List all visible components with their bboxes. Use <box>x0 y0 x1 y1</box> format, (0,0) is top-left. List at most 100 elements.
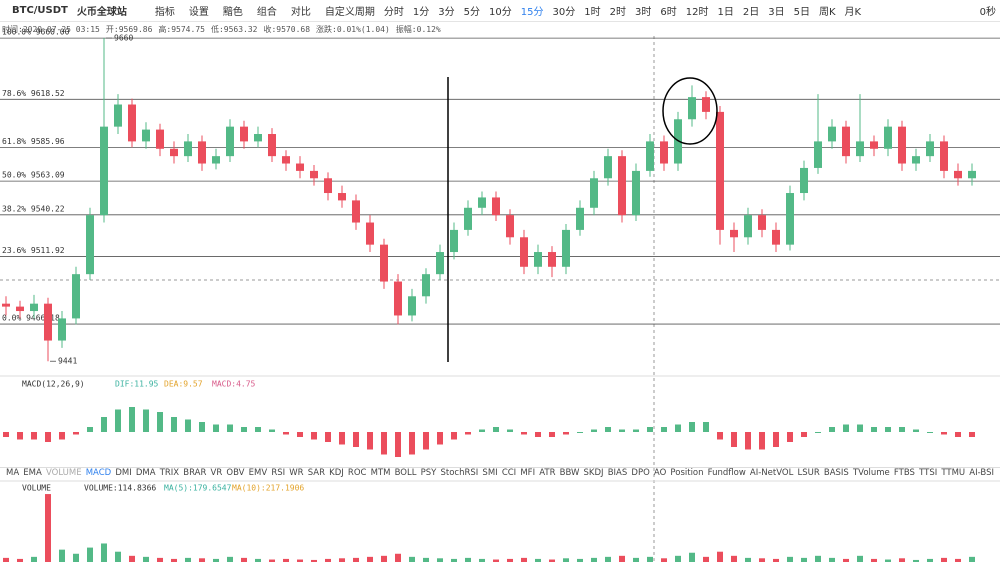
toolbar-button[interactable]: 对比 <box>290 7 311 18</box>
volume-bar <box>507 558 513 562</box>
period[interactable]: 3时 <box>634 7 652 18</box>
indicator-tab[interactable]: ROC <box>347 468 367 478</box>
candle-body <box>58 318 66 341</box>
indicator-tab[interactable]: MA <box>6 468 20 478</box>
candle-body <box>226 126 234 157</box>
volume-bar <box>199 558 205 562</box>
indicator-tab[interactable]: FTBS <box>893 468 915 478</box>
period[interactable]: 月K <box>844 7 862 18</box>
volume-header: MA(10):217.1906 <box>232 484 304 493</box>
indicator-tab[interactable]: AI-NetVOL <box>749 468 794 478</box>
macd-bar <box>787 432 793 442</box>
toolbar-button[interactable]: 黯色 <box>222 7 243 18</box>
macd-bar <box>367 432 373 450</box>
volume-bar <box>563 558 569 562</box>
period[interactable]: 3分 <box>438 7 455 18</box>
macd-bar <box>955 432 961 437</box>
indicator-tab[interactable]: MFI <box>520 468 536 478</box>
period[interactable]: 周K <box>818 7 836 18</box>
volume-bar <box>885 559 891 562</box>
indicator-tab[interactable]: TVolume <box>852 468 890 478</box>
indicator-tab[interactable]: DMA <box>135 468 156 478</box>
indicator-tab[interactable]: BASIS <box>823 468 849 478</box>
indicator-tab[interactable]: SAR <box>307 468 325 478</box>
annotation-circle <box>662 77 718 145</box>
indicator-tab[interactable]: SKDJ <box>583 468 604 478</box>
indicator-tab[interactable]: MACD <box>85 468 112 478</box>
indicator-tab[interactable]: LSUR <box>797 468 820 478</box>
toolbar-button[interactable]: 组合 <box>256 7 277 18</box>
candle-body <box>912 156 920 164</box>
indicator-tab[interactable]: ATR <box>539 468 556 478</box>
period[interactable]: 12时 <box>685 7 709 18</box>
indicator-tab[interactable]: Fundflow <box>707 468 746 478</box>
fib-label: 50.0% 9563.09 <box>2 171 65 180</box>
volume-bar <box>969 556 975 562</box>
period[interactable]: 2日 <box>742 7 760 18</box>
volume-bar <box>577 558 583 562</box>
period[interactable]: 1分 <box>412 7 430 18</box>
indicator-tab[interactable]: EMA <box>23 468 42 478</box>
period[interactable]: 2时 <box>609 7 626 18</box>
indicator-tab[interactable]: TRIX <box>159 468 180 478</box>
period[interactable]: 6时 <box>660 7 677 18</box>
toolbar-button[interactable]: 指标 <box>154 7 175 18</box>
volume-bar <box>647 556 653 562</box>
period[interactable]: 1时 <box>584 7 601 18</box>
volume-bar <box>171 558 177 562</box>
indicator-tab[interactable]: VOLUME <box>45 468 82 478</box>
volume-bar <box>311 559 317 562</box>
volume-bar <box>675 555 681 562</box>
indicator-tab[interactable]: DPO <box>631 468 650 478</box>
indicator-tab[interactable]: MTM <box>370 468 391 478</box>
volume-bar <box>325 558 331 562</box>
indicator-tab[interactable]: BIAS <box>607 468 628 478</box>
toolbar-button[interactable]: 设置 <box>188 7 209 18</box>
indicator-tab[interactable]: TTSI <box>919 468 938 478</box>
volume-bar <box>115 551 121 562</box>
indicator-tab[interactable]: StochRSI <box>440 468 479 478</box>
period[interactable]: 15分 <box>520 7 544 18</box>
period[interactable]: 30分 <box>552 7 576 18</box>
macd-header: DEA:9.57 <box>164 380 203 389</box>
indicator-tab[interactable]: Position <box>670 468 704 478</box>
candle-body <box>786 193 794 245</box>
macd-bar <box>647 427 653 432</box>
fib-label: 23.6% 9511.92 <box>2 246 65 255</box>
period[interactable]: 分时 <box>383 7 404 18</box>
indicator-tab[interactable]: PSY <box>420 468 437 478</box>
indicator-tab[interactable]: VR <box>210 468 223 478</box>
indicator-tab[interactable]: SMI <box>482 468 498 478</box>
volume-bar <box>605 556 611 562</box>
volume-bar <box>3 557 9 562</box>
indicator-tab[interactable]: EMV <box>248 468 268 478</box>
indicator-tab[interactable]: RSI <box>271 468 286 478</box>
indicator-tab[interactable]: CCI <box>501 468 517 478</box>
candle-body <box>520 237 528 267</box>
indicator-tab[interactable]: KDJ <box>329 468 344 478</box>
indicator-tab[interactable]: OBV <box>226 468 245 478</box>
period[interactable]: 5日 <box>793 7 810 18</box>
candle-body <box>842 126 850 157</box>
candle-body <box>562 229 570 267</box>
macd-bar <box>17 432 23 440</box>
volume-bar <box>45 494 51 562</box>
custom-period[interactable]: 自定义周期 <box>324 7 375 18</box>
macd-bar <box>101 417 107 432</box>
candle-body <box>926 141 934 157</box>
symbol[interactable]: BTC/USDT <box>12 5 68 16</box>
indicator-tab[interactable]: BBW <box>559 468 580 478</box>
indicator-tab[interactable]: BOLL <box>394 468 417 478</box>
indicator-tab[interactable]: DMI <box>115 468 132 478</box>
indicator-tab[interactable]: WR <box>289 468 304 478</box>
period[interactable]: 1日 <box>717 7 734 18</box>
period[interactable]: 10分 <box>489 7 512 18</box>
indicator-tab[interactable]: BRAR <box>183 468 207 478</box>
candle-body <box>800 167 808 194</box>
period[interactable]: 3日 <box>768 7 785 18</box>
indicator-tab[interactable]: AI-BSI <box>969 468 994 478</box>
macd-bar <box>843 424 849 432</box>
period[interactable]: 5分 <box>463 7 481 18</box>
indicator-tab[interactable]: TTMU <box>941 468 966 478</box>
indicator-tab[interactable]: AO <box>653 468 667 478</box>
